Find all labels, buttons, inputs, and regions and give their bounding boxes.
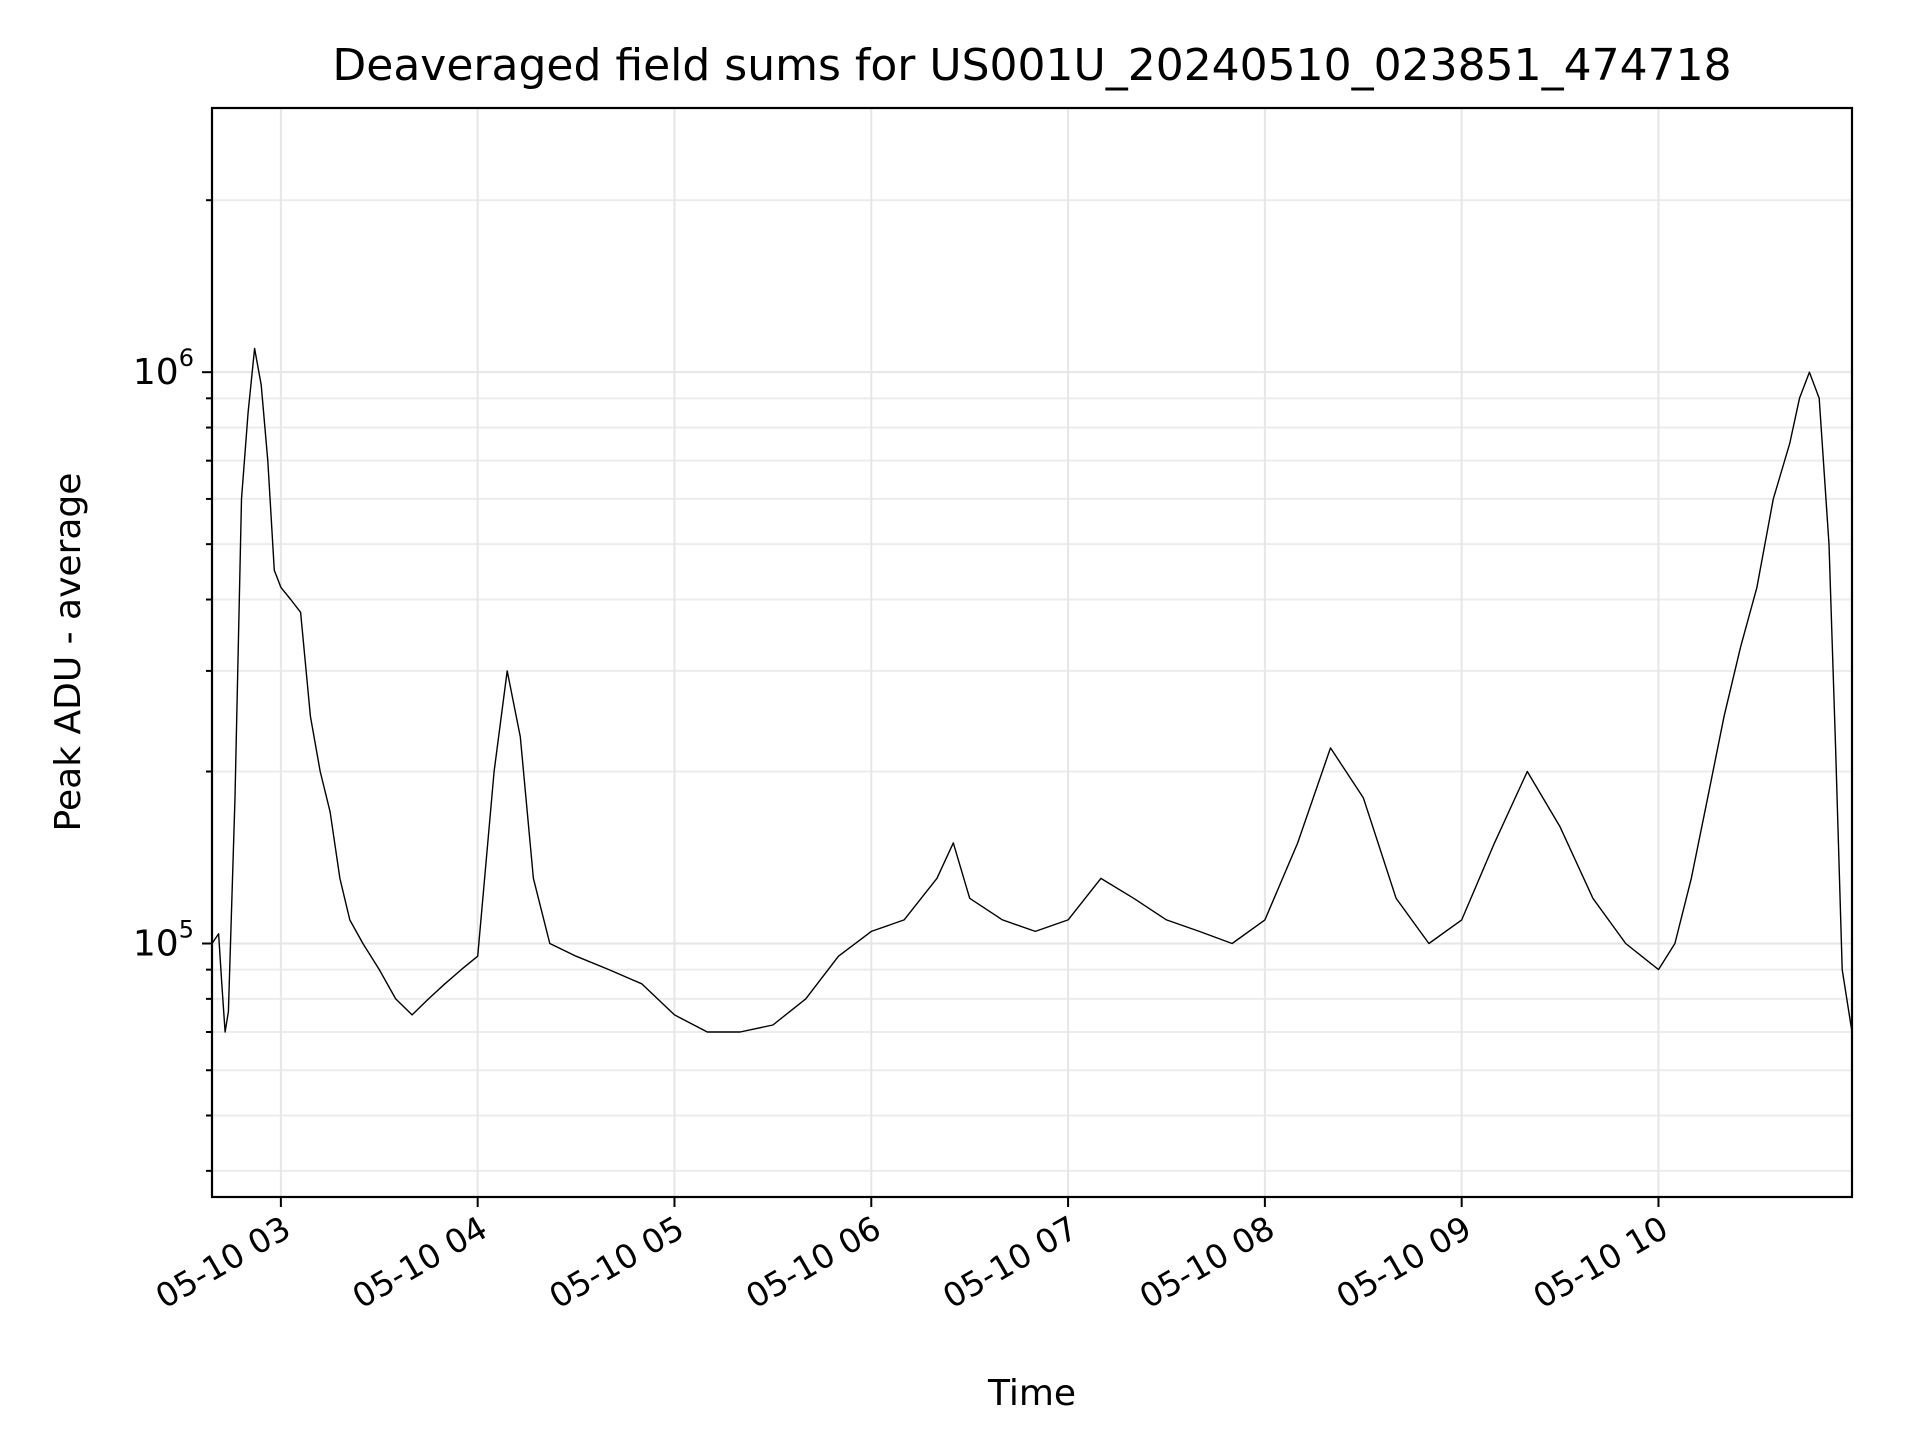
x-tick-label: 05-10 03 xyxy=(149,1208,297,1316)
x-tick-label: 05-10 08 xyxy=(1133,1208,1281,1316)
chart-title: Deaveraged field sums for US001U_2024051… xyxy=(332,40,1731,91)
y-tick-label: 106 xyxy=(133,344,194,393)
y-axis-label: Peak ADU - average xyxy=(48,473,89,832)
y-tick-label: 105 xyxy=(133,916,194,965)
plot-frame xyxy=(210,106,1854,1199)
x-tick-label: 05-10 06 xyxy=(739,1208,887,1316)
x-axis-label: Time xyxy=(987,1373,1076,1414)
x-tick-label: 05-10 07 xyxy=(936,1208,1084,1316)
grid xyxy=(212,108,1852,1197)
ticks: 105 106 05-10 03 05-10 04 05-10 05 05-10 06 05… xyxy=(133,199,1674,1316)
x-tick-label: 05-10 10 xyxy=(1526,1208,1674,1316)
x-tick-label: 05-10 04 xyxy=(346,1208,494,1316)
series-layer xyxy=(211,347,1853,1033)
x-tick-label: 05-10 09 xyxy=(1330,1208,1478,1316)
series-line xyxy=(211,347,1853,1033)
x-tick-label: 05-10 05 xyxy=(542,1208,690,1316)
